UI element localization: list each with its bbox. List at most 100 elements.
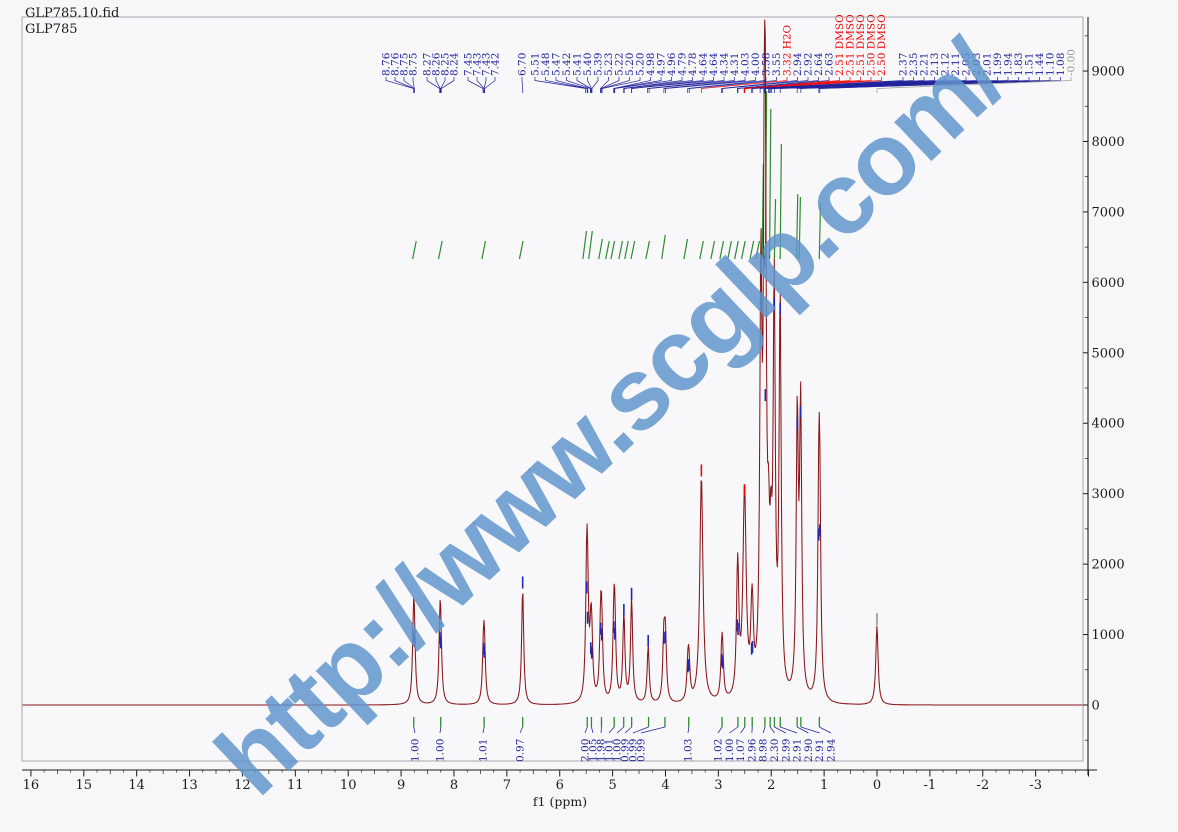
integral-label: 2.30 [769, 739, 781, 762]
integral-label: 1.07 [735, 739, 747, 762]
peak-label-leader [467, 77, 484, 93]
peak-label: 8.76 [381, 52, 393, 76]
peak-label: 1.51 [1024, 53, 1036, 76]
x-tick-label: 13 [181, 778, 198, 793]
peak-label-leader [566, 77, 591, 93]
x-axis-title: f1 (ppm) [533, 794, 587, 809]
x-tick-label: -1 [924, 778, 937, 793]
peak-label: 8.26 [431, 52, 443, 76]
integral-curve-mark [773, 198, 777, 260]
peak-label: 4.98 [645, 53, 657, 76]
peak-label-leader [779, 77, 1019, 93]
integral-curve-mark [798, 196, 801, 260]
peak-label: 1.94 [1003, 52, 1015, 76]
peak-label-leader [623, 77, 693, 93]
peak-label: 2.51 DMSO [855, 14, 867, 76]
x-tick-label: 9 [397, 778, 405, 793]
plot-frame [21, 16, 1084, 762]
integral-curve-mark [710, 240, 716, 260]
integral-label: 0.99 [628, 739, 640, 762]
integral-curve-mark [481, 240, 487, 260]
peak-label: 5.42 [561, 53, 573, 76]
integral-curve-mark [588, 230, 593, 260]
y-tick-label: 7000 [1092, 205, 1125, 220]
integral-label: 2.90 [803, 739, 815, 762]
integral-label: 1.01 [604, 739, 616, 762]
x-tick-label: 11 [287, 778, 304, 793]
integral-label: 1.01 [478, 739, 490, 762]
integral-label: 0.99 [620, 739, 632, 762]
integral-label-leader [584, 726, 588, 734]
peak-label-leader [623, 77, 683, 93]
peak-label: 8.24 [449, 52, 461, 76]
peak-label-leader [545, 77, 588, 93]
peak-label-leader [394, 77, 415, 93]
peak-label: 7.43 [472, 53, 484, 76]
integral-curve-mark [818, 202, 822, 260]
peak-label-leader [613, 77, 662, 93]
y-tick-label: 1000 [1092, 628, 1125, 643]
integral-curve-mark [749, 240, 755, 260]
peak-label-leader [631, 77, 714, 93]
peak-label-leader [663, 77, 746, 93]
peak-label: 4.64 [698, 52, 710, 76]
x-tick-label: 7 [503, 778, 511, 793]
x-tick-label: 14 [128, 778, 145, 793]
peak-label-leader [555, 77, 589, 93]
integral-curve-mark [795, 193, 799, 260]
y-tick-label: 0 [1092, 699, 1100, 714]
peak-label: 2.37 [898, 53, 910, 76]
integral-label-leader [762, 726, 766, 734]
x-tick-label: 3 [714, 778, 722, 793]
integral-label: 1.02 [713, 739, 725, 762]
peak-label-leader [440, 77, 455, 93]
peak-label-leader [665, 77, 756, 93]
integral-label: 1.05 [588, 739, 600, 762]
peak-label: 8.27 [422, 53, 434, 76]
integral-label-leader [717, 726, 723, 734]
peak-label: 5.20 [624, 53, 636, 76]
integral-label: 2.94 [826, 738, 838, 762]
peak-label: 7.45 [463, 53, 475, 76]
peak-label: 2.11 [950, 53, 962, 76]
peak-label: 1.99 [992, 53, 1004, 76]
peak-label-leader [600, 77, 609, 93]
peak-label: 2.50 DMSO [876, 14, 888, 76]
peak-label-leader [483, 77, 487, 93]
integral-label-leader [413, 726, 416, 734]
peak-label: 5.41 [572, 53, 584, 76]
integral-curve-mark [683, 238, 689, 260]
peak-label: 2.35 [908, 53, 920, 76]
peak-label-leader [601, 77, 641, 93]
x-tick-label: 0 [873, 778, 881, 793]
integral-curve-mark [761, 163, 764, 260]
integral-curve-mark [755, 240, 761, 260]
integral-curve-mark [582, 230, 588, 260]
integral-curve-mark [605, 240, 610, 260]
integral-label-leader [729, 726, 739, 734]
integral-label: 2.96 [746, 738, 758, 762]
integral-label-leader [796, 726, 809, 734]
peak-label: 5.47 [551, 53, 563, 76]
integral-label-leader [439, 726, 442, 734]
integral-curve-mark [719, 240, 725, 260]
peak-label-leader [648, 77, 735, 93]
y-tick-label: 5000 [1092, 346, 1125, 361]
peak-label-leader [534, 77, 587, 93]
peak-label: 5.23 [603, 53, 615, 76]
integral-curve-mark [624, 240, 629, 260]
peak-label-leader [721, 77, 798, 93]
peak-label-leader [576, 77, 592, 93]
integral-label: 2.99 [780, 739, 792, 762]
y-tick-label: 3000 [1092, 487, 1125, 502]
integral-curve-mark [740, 240, 746, 260]
y-tick-label: 8000 [1092, 135, 1125, 150]
x-tick-label: -3 [1029, 778, 1042, 793]
peak-label: 2.51 DMSO [834, 14, 846, 76]
peak-label: 5.48 [540, 53, 552, 76]
peak-label-leader [440, 77, 446, 93]
peak-label: 4.64 [708, 52, 720, 76]
peak-label: 5.40 [582, 53, 594, 76]
x-tick-label: 4 [661, 778, 669, 793]
